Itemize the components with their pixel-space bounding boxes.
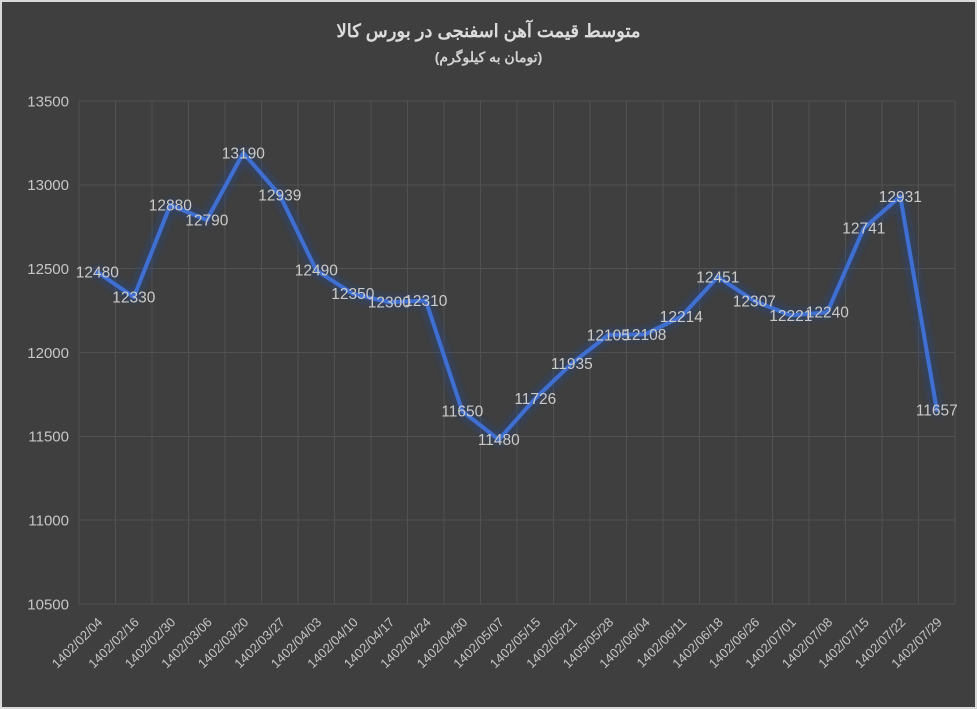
y-tick-label: 13500 — [27, 93, 69, 110]
data-label: 12330 — [112, 290, 155, 307]
y-tick-label: 12000 — [27, 345, 69, 362]
data-label: 12480 — [76, 264, 119, 281]
data-label: 12214 — [660, 309, 703, 326]
data-label: 12741 — [842, 221, 885, 238]
data-label: 12105 — [587, 327, 630, 344]
price-line — [95, 151, 939, 442]
data-label: 12240 — [806, 305, 849, 322]
data-label: 12350 — [331, 286, 374, 303]
chart-subtitle: (تومان به کیلوگرم) — [434, 49, 543, 65]
data-label: 11480 — [478, 432, 520, 449]
data-label: 12108 — [623, 327, 666, 344]
y-tick-label: 10500 — [27, 596, 69, 613]
data-label: 12221 — [769, 308, 812, 325]
data-label: 11726 — [514, 391, 556, 408]
data-label: 12307 — [733, 293, 776, 310]
data-label: 12790 — [185, 212, 228, 229]
data-label: 12939 — [258, 188, 301, 205]
chart-title: متوسط قیمت آهن اسفنجی در بورس کالا — [336, 21, 641, 41]
data-label: 11935 — [551, 356, 593, 373]
y-tick-label: 11500 — [28, 429, 69, 446]
y-tick-label: 11000 — [28, 512, 69, 529]
data-label: 11650 — [441, 404, 483, 421]
data-label: 13190 — [222, 145, 265, 162]
y-tick-label: 13000 — [27, 177, 69, 194]
data-label: 12310 — [404, 293, 447, 310]
data-label: 12300 — [368, 295, 411, 312]
data-label: 11657 — [916, 402, 958, 419]
data-label: 12880 — [149, 197, 192, 214]
y-tick-label: 12500 — [27, 261, 69, 278]
data-label: 12451 — [696, 269, 739, 286]
data-label: 12490 — [295, 263, 338, 280]
data-label: 12931 — [879, 189, 922, 206]
